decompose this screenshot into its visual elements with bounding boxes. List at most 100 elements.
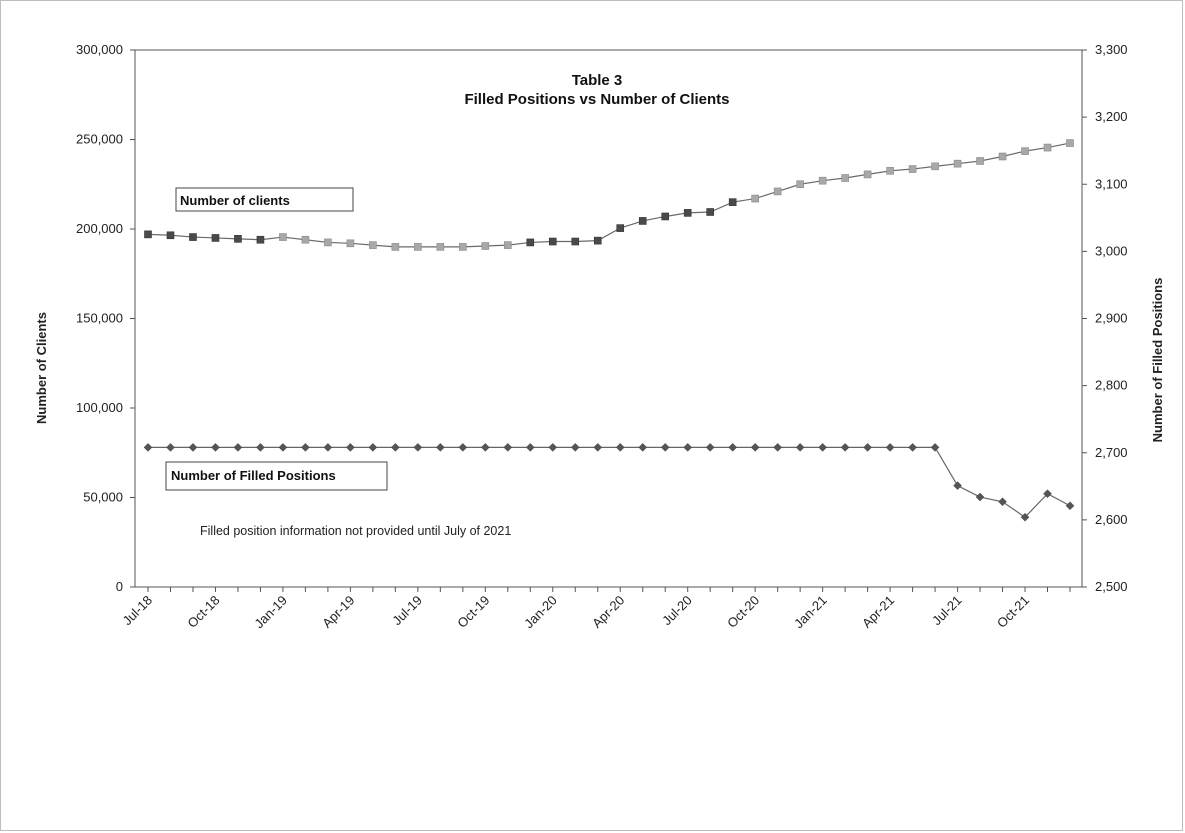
filled-positions-point	[301, 443, 310, 452]
left-axis-tick-label: 200,000	[76, 221, 123, 236]
filled-positions-point	[368, 443, 378, 452]
clients-point	[526, 238, 535, 247]
left-axis-tick-label: 150,000	[76, 311, 123, 326]
filled-positions-point	[1020, 512, 1030, 522]
filled-positions-point	[908, 443, 917, 452]
filled-positions-point	[705, 443, 715, 452]
right-axis: 2,500 2,600 2,700 2,800 2,900 3,000 3,100 3,200…	[1082, 42, 1128, 594]
right-axis-tick-label: 2,700	[1095, 445, 1128, 460]
clients-point	[773, 187, 782, 196]
filled-positions-point	[593, 443, 603, 452]
clients-point	[414, 243, 422, 251]
filled-positions-point	[211, 443, 220, 452]
filled-positions-point	[930, 443, 940, 452]
filled-positions-point	[480, 443, 490, 452]
clients-point	[841, 174, 849, 182]
clients-point	[1043, 143, 1052, 152]
legend-filled-label: Number of Filled Positions	[171, 468, 336, 483]
chart-subtitle: Filled Positions vs Number of Clients	[464, 91, 729, 108]
filled-positions-point	[750, 443, 760, 452]
filled-positions-point	[346, 443, 355, 452]
filled-positions-point	[998, 497, 1007, 507]
clients-point	[886, 167, 894, 175]
right-axis-tick-label: 3,200	[1095, 109, 1128, 124]
filled-positions-point	[1043, 489, 1052, 499]
series-layer	[143, 139, 1075, 522]
clients-point	[751, 194, 759, 203]
clients-point	[211, 234, 220, 242]
filled-positions-point	[391, 443, 400, 452]
filled-positions-point	[256, 443, 265, 452]
x-axis-tick-label: Jan-20	[521, 593, 560, 632]
clients-point	[459, 243, 467, 251]
right-axis-tick-label: 3,100	[1095, 176, 1128, 191]
right-axis-tick-label: 2,900	[1095, 311, 1128, 326]
left-axis-tick-label: 300,000	[76, 42, 123, 57]
clients-point	[369, 241, 377, 249]
x-axis-tick-label: Oct-20	[724, 593, 762, 631]
clients-point	[391, 243, 400, 251]
clients-point	[301, 235, 310, 244]
clients-point	[436, 243, 445, 251]
x-axis-tick-label: Apr-21	[859, 593, 897, 631]
filled-positions-point	[975, 492, 985, 502]
clients-point	[548, 237, 557, 246]
clients-point	[863, 170, 872, 179]
clients-point	[1066, 139, 1074, 147]
clients-point	[638, 217, 647, 225]
right-axis-tick-label: 2,800	[1095, 378, 1128, 393]
clients-point	[976, 157, 984, 165]
right-axis-tick-label: 3,000	[1095, 243, 1128, 258]
filled-positions-point	[413, 443, 423, 452]
x-axis-tick-label: Apr-19	[319, 593, 357, 631]
filled-positions-point	[323, 443, 333, 452]
left-axis-tick-label: 250,000	[76, 132, 123, 147]
x-axis-tick-label: Jul-20	[659, 593, 695, 629]
clients-point	[683, 209, 692, 217]
clients-point	[728, 198, 737, 206]
filled-positions-point	[795, 443, 805, 452]
clients-point	[998, 152, 1007, 161]
filled-positions-point	[885, 443, 895, 452]
legend-filled-box	[165, 461, 388, 491]
clients-point	[706, 208, 714, 216]
clients-point	[324, 238, 332, 247]
annotation-note: Filled position information not provided…	[200, 524, 511, 538]
filled-positions-point	[773, 443, 783, 452]
legend-clients-box	[175, 187, 354, 212]
clients-point	[661, 212, 670, 221]
clients-point	[346, 239, 355, 248]
filled-positions-point	[278, 443, 288, 452]
filled-positions-point	[525, 443, 535, 452]
x-axis-tick-label: Apr-20	[589, 593, 627, 631]
filled-positions-point	[458, 443, 468, 452]
clients-point	[166, 231, 175, 240]
x-axis-tick-label: Oct-19	[454, 593, 492, 631]
filled-positions-point	[818, 443, 827, 452]
filled-positions-point	[615, 443, 625, 452]
clients-point	[1021, 147, 1029, 155]
x-axis-tick-label: Oct-18	[184, 593, 222, 631]
filled-positions-point	[728, 443, 738, 452]
clients-point	[189, 233, 197, 241]
legend-clients-label: Number of clients	[180, 193, 290, 208]
x-axis-tick-label: Jan-19	[251, 593, 290, 632]
filled-positions-point	[683, 443, 693, 452]
clients-point	[953, 159, 962, 168]
filled-positions-point	[1065, 501, 1075, 511]
x-axis: Jul-18 Oct-18 Jan-19 Apr-19 Jul-19 Oct-19 Jan-…	[119, 587, 1071, 632]
clients-point	[144, 230, 152, 239]
filled-positions-point	[188, 443, 198, 452]
filled-positions-point	[570, 443, 580, 452]
x-axis-tick-label: Jul-21	[929, 593, 965, 629]
x-axis-tick-label: Jul-19	[389, 593, 425, 629]
filled-positions-point	[143, 443, 153, 452]
left-axis: 0 50,000 100,000 150,000 200,000 250,000 300,0…	[76, 42, 135, 594]
x-axis-tick-label: Oct-21	[994, 593, 1032, 631]
left-axis-tick-label: 50,000	[83, 490, 123, 505]
right-axis-title: Number of Filled Positions	[1150, 278, 1165, 443]
clients-point	[504, 241, 512, 249]
x-axis-tick-label: Jul-18	[119, 593, 155, 629]
filled-positions-point	[435, 443, 445, 452]
